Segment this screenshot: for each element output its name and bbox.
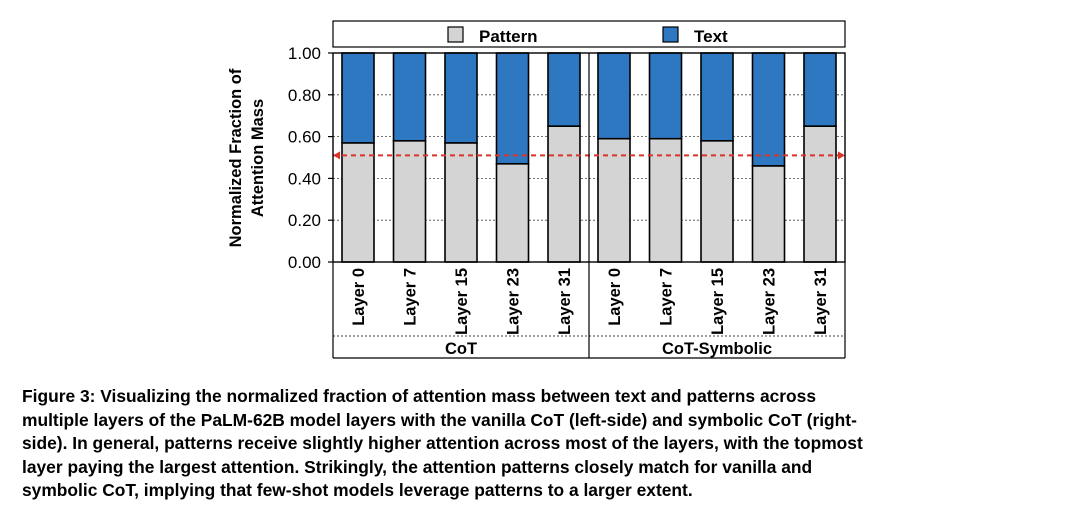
legend-box — [332, 20, 846, 48]
xtick-label-cot-layer23: Layer 23 — [505, 268, 523, 335]
legend-swatch-pattern — [447, 26, 464, 43]
ytick-label-5: 1.00 — [288, 44, 321, 63]
group-label-cot: CoT — [445, 340, 477, 358]
stacked-bar-chart: Pattern Text 0.00 0.20 0.40 0.60 0.80 1.00 Nor… — [227, 20, 846, 359]
xtick-label-cot-symbolic-layer31: Layer 31 — [812, 268, 830, 335]
bar-cot-layer7-pattern — [392, 139, 427, 263]
bars — [341, 52, 837, 263]
xtick-label-cot-symbolic-layer0: Layer 0 — [606, 268, 624, 326]
y-axis-label-line2: Attention Mass — [249, 99, 267, 217]
bar-cot-symbolic-layer23-text — [751, 52, 786, 167]
bar-cot-layer0-pattern — [341, 142, 375, 263]
legend: Pattern Text — [332, 20, 846, 48]
xtick-label-cot-layer15: Layer 15 — [453, 268, 471, 335]
ytick-label-4: 0.80 — [288, 86, 321, 105]
xtick-label-cot-layer0: Layer 0 — [350, 268, 368, 326]
bar-cot-symbolic-layer7-pattern — [648, 137, 683, 263]
legend-label-pattern: Pattern — [479, 27, 538, 46]
bar-cot-symbolic-layer15-text — [700, 52, 734, 142]
y-axis-label-line1: Normalized Fraction of — [227, 68, 245, 247]
bar-cot-layer23-pattern — [495, 162, 530, 263]
xtick-label-cot-layer31: Layer 31 — [556, 268, 574, 335]
y-tick-labels: 0.00 0.20 0.40 0.60 0.80 1.00 — [288, 44, 321, 272]
bar-cot-layer23-text — [495, 52, 530, 165]
group-label-cot-symbolic: CoT-Symbolic — [662, 340, 772, 358]
bar-cot-layer15-pattern — [444, 142, 478, 263]
reference-marker-right — [838, 151, 845, 160]
figure-caption: Figure 3: Visualizing the normalized fra… — [22, 385, 1062, 503]
xtick-label-cot-layer7: Layer 7 — [402, 268, 420, 326]
ytick-label-3: 0.60 — [288, 128, 321, 147]
ytick-label-2: 0.40 — [288, 169, 321, 188]
caption-line-3: side). In general, patterns receive slig… — [22, 433, 863, 454]
caption-line-4: layer paying the largest attention. Stri… — [22, 456, 813, 477]
bar-cot-symbolic-layer0-pattern — [597, 137, 631, 263]
bar-cot-layer31-text — [547, 52, 581, 127]
axes — [328, 52, 846, 359]
bar-cot-layer7-text — [392, 52, 427, 142]
caption-line-1: Figure 3: Visualizing the normalized fra… — [22, 386, 817, 406]
bar-cot-symbolic-layer0-text — [597, 52, 631, 140]
bar-cot-layer15-text — [444, 52, 478, 144]
caption-line-2: multiple layers of the PaLM-62B model la… — [22, 409, 857, 430]
bar-cot-symbolic-layer7-text — [648, 52, 683, 140]
bar-cot-layer31-pattern — [547, 125, 581, 263]
xtick-label-cot-symbolic-layer7: Layer 7 — [658, 268, 676, 326]
bar-cot-symbolic-layer31-pattern — [803, 125, 837, 263]
xtick-label-cot-symbolic-layer15: Layer 15 — [709, 268, 727, 335]
legend-swatch-text — [662, 26, 679, 43]
bar-cot-symbolic-layer23-pattern — [751, 165, 786, 263]
legend-label-text: Text — [694, 27, 728, 46]
group-labels: CoT CoT-Symbolic — [445, 340, 772, 358]
reference-marker-left — [333, 151, 340, 160]
ytick-label-1: 0.20 — [288, 211, 321, 230]
xtick-label-cot-symbolic-layer23: Layer 23 — [761, 268, 779, 335]
ytick-label-0: 0.00 — [288, 253, 321, 272]
bar-cot-layer0-text — [341, 52, 375, 144]
x-tick-labels: Layer 0 Layer 7 Layer 15 Layer 23 Layer 31 La… — [350, 268, 830, 335]
bar-cot-symbolic-layer15-pattern — [700, 139, 734, 263]
bar-cot-symbolic-layer31-text — [803, 52, 837, 127]
caption-line-5: symbolic CoT, implying that few-shot mod… — [22, 480, 693, 501]
